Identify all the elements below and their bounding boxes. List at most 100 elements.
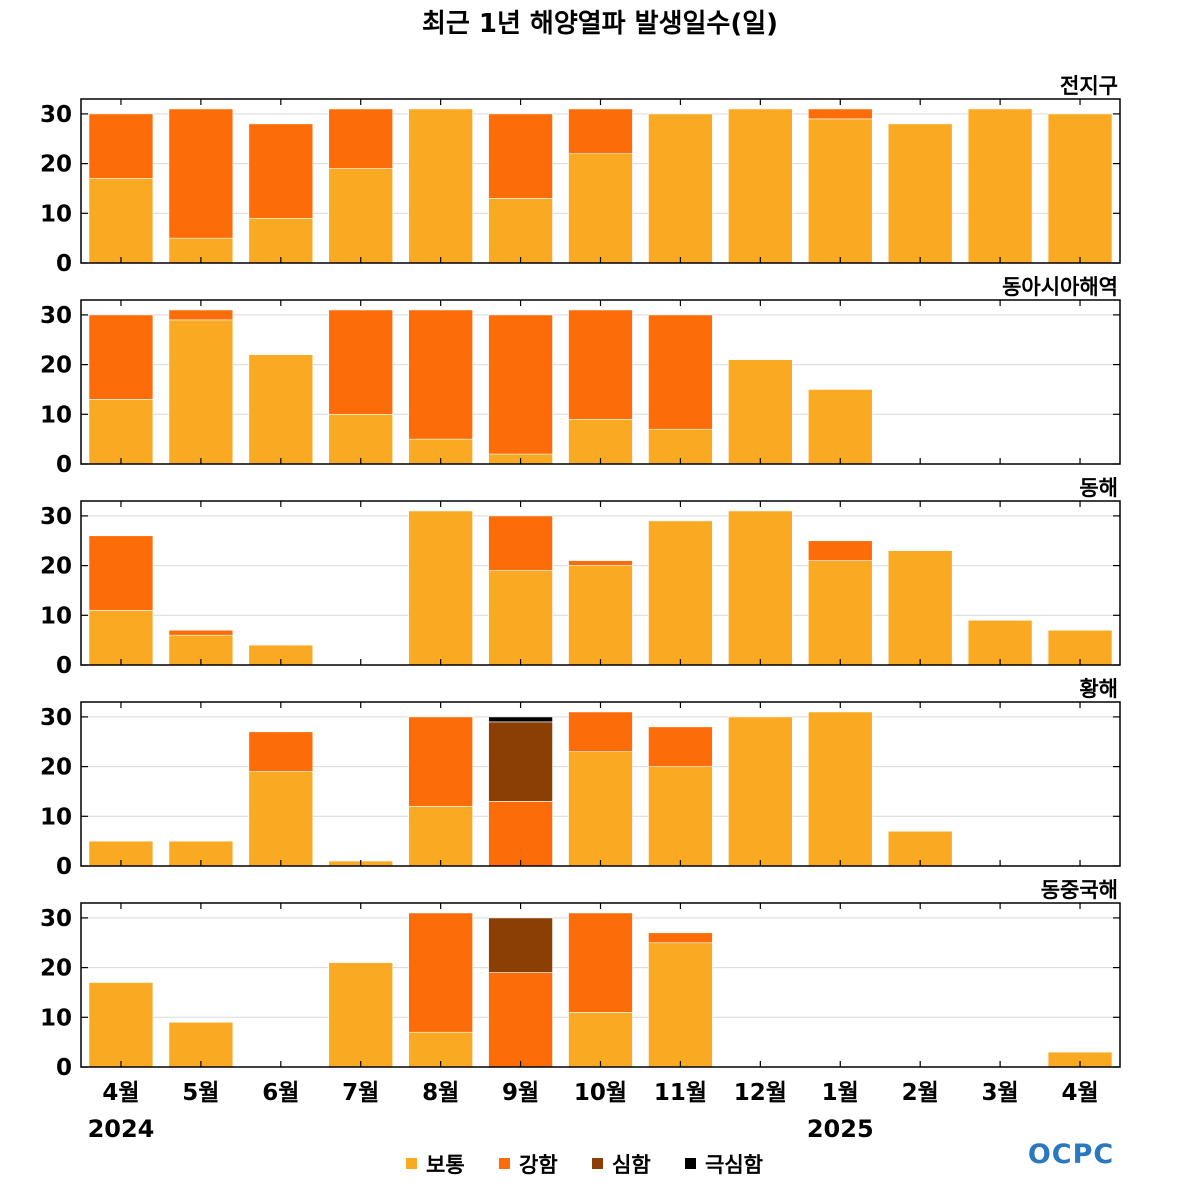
bar-동중국해-4-강함 [408, 912, 473, 1033]
y-tick-label: 0 [56, 854, 72, 880]
bar-전지구-3-보통 [328, 168, 393, 264]
bar-동해-10-보통 [887, 550, 953, 666]
x-tick-label: 11월 [654, 1080, 707, 1106]
y-tick-label: 20 [40, 152, 72, 178]
bar-전지구-8-보통 [728, 108, 793, 264]
bar-동아시아해역-1-보통 [168, 319, 234, 465]
bar-동아시아해역-0-보통 [88, 399, 154, 465]
legend-swatch [406, 1158, 417, 1169]
x-tick-label: 4월 [1061, 1080, 1098, 1106]
bar-동아시아해역-7-강함 [648, 314, 713, 430]
legend-item-보통: 보통 [406, 1153, 465, 1177]
x-tick-label: 12월 [734, 1080, 787, 1106]
bar-전지구-4-보통 [408, 108, 473, 264]
legend-swatch [685, 1158, 696, 1169]
bar-황해-2-보통 [248, 771, 314, 867]
panel-title: 전지구 [1060, 74, 1118, 98]
y-tick-label: 30 [40, 705, 72, 731]
panel-전지구: 0 10 20 30 전지구 [40, 74, 1121, 277]
bar-황해-7-보통 [648, 766, 713, 867]
bar-동해-5-강함 [488, 515, 553, 571]
bar-전지구-3-강함 [328, 108, 393, 169]
bar-동중국해-5-강함 [488, 972, 553, 1068]
y-tick-label: 0 [56, 452, 72, 478]
bar-황해-8-보통 [728, 716, 793, 867]
y-tick-label: 10 [40, 201, 72, 227]
bar-전지구-5-강함 [488, 113, 553, 199]
panel-title: 황해 [1079, 677, 1118, 701]
x-tick-label: 7월 [342, 1080, 379, 1106]
bar-황해-6-강함 [568, 711, 633, 752]
bar-동아시아해역-0-강함 [88, 314, 154, 400]
legend: 보통 강함 심함 극심함 [406, 1153, 763, 1177]
year-label: 2025 [807, 1115, 874, 1143]
bar-동아시아해역-9-보통 [807, 389, 873, 465]
bar-동아시아해역-8-보통 [728, 359, 793, 465]
bar-동중국해-6-보통 [568, 1012, 633, 1068]
bar-동해-1-강함 [168, 629, 234, 636]
legend-item-심함: 심함 [592, 1153, 651, 1177]
bar-전지구-2-보통 [248, 217, 314, 264]
bar-동해-0-강함 [88, 535, 154, 611]
bar-동중국해-6-강함 [568, 912, 633, 1013]
x-tick-label: 5월 [182, 1080, 219, 1106]
bar-전지구-10-보통 [887, 123, 953, 264]
y-tick-label: 10 [40, 402, 72, 428]
y-tick-label: 0 [56, 653, 72, 679]
y-tick-label: 30 [40, 102, 72, 128]
bar-동아시아해역-1-강함 [168, 309, 234, 321]
bar-황해-5-심함 [488, 721, 553, 802]
bar-동아시아해역-2-보통 [248, 354, 314, 465]
x-tick-label: 1월 [822, 1080, 859, 1106]
bar-전지구-1-강함 [168, 108, 234, 239]
panel-동해: 0 10 20 30 동해 [40, 476, 1121, 679]
panel-title: 동아시아해역 [1002, 275, 1118, 299]
legend-item-강함: 강함 [499, 1153, 558, 1177]
bar-동해-4-보통 [408, 510, 473, 666]
bar-동중국해-1-보통 [168, 1021, 234, 1068]
y-tick-label: 20 [40, 353, 72, 379]
bar-황해-9-보통 [807, 711, 873, 867]
y-tick-label: 0 [56, 1055, 72, 1081]
bar-동해-0-보통 [88, 610, 154, 666]
x-tick-label: 3월 [982, 1080, 1019, 1106]
legend-label: 강함 [519, 1153, 558, 1177]
year-label: 2024 [88, 1115, 155, 1143]
bar-동아시아해역-4-강함 [408, 309, 473, 440]
bar-동해-7-보통 [648, 520, 713, 666]
y-tick-label: 20 [40, 956, 72, 982]
y-tick-label: 10 [40, 1005, 72, 1031]
chart-title: 최근 1년 해양열파 발생일수(일) [422, 9, 778, 39]
panel-title: 동중국해 [1041, 878, 1118, 902]
y-tick-label: 10 [40, 804, 72, 830]
bar-동아시아해역-3-보통 [328, 414, 393, 465]
bar-전지구-2-강함 [248, 123, 314, 219]
ocpc-logo: OCPC [1028, 1139, 1114, 1170]
bar-전지구-12-보통 [1047, 113, 1113, 264]
bar-동중국해-5-심함 [488, 917, 553, 973]
bar-전지구-0-보통 [88, 178, 154, 264]
svg-text:OCPC: OCPC [1028, 1139, 1114, 1170]
bar-동중국해-7-강함 [648, 932, 713, 944]
y-tick-label: 20 [40, 554, 72, 580]
bar-전지구-6-강함 [568, 108, 633, 154]
panel-title: 동해 [1079, 476, 1118, 500]
y-tick-label: 10 [40, 603, 72, 629]
bar-전지구-7-보통 [648, 113, 713, 264]
chart-panels: 0 10 20 30 전지구 0 10 20 30 동아시아해역 0 10 20 30 동해 0 10 20 30 황… [40, 74, 1121, 1081]
bar-동아시아해역-5-강함 [488, 314, 553, 455]
bar-동해-11-보통 [967, 619, 1033, 666]
bar-동해-8-보통 [728, 510, 793, 666]
bar-동해-5-보통 [488, 570, 553, 666]
legend-label: 보통 [426, 1153, 465, 1177]
bar-동아시아해역-6-보통 [568, 418, 633, 465]
bar-동해-6-보통 [568, 565, 633, 666]
bar-황해-4-보통 [408, 806, 473, 867]
bar-황해-2-강함 [248, 731, 314, 772]
bar-전지구-9-강함 [807, 108, 873, 120]
bar-전지구-11-보통 [967, 108, 1033, 264]
legend-swatch [499, 1158, 510, 1169]
bar-동아시아해역-6-강함 [568, 309, 633, 420]
panel-동아시아해역: 0 10 20 30 동아시아해역 [40, 275, 1121, 478]
